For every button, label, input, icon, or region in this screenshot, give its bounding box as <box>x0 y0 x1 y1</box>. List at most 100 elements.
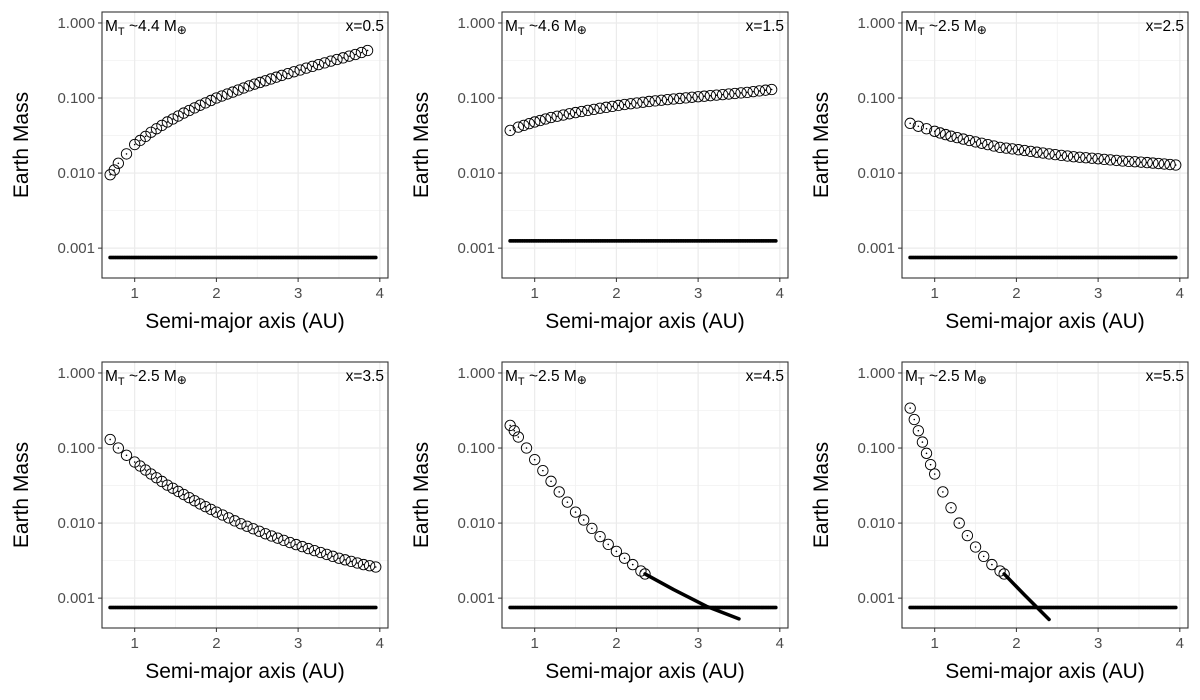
earth-symbol: ⊕ <box>177 23 187 37</box>
embryo-point <box>1006 143 1018 155</box>
embryo-point <box>969 136 982 148</box>
embryo-point-center <box>921 441 924 443</box>
embryo-point-center <box>727 93 730 95</box>
embryo-point <box>1043 148 1055 160</box>
embryo-point-center <box>580 110 583 113</box>
embryo-point-center <box>913 418 916 421</box>
embryo-point <box>551 110 563 122</box>
embryo-point <box>325 55 337 67</box>
embryo-point <box>586 522 598 535</box>
embryo-point <box>216 90 228 102</box>
embryo-point-center <box>513 429 516 432</box>
embryo-point <box>1025 145 1037 157</box>
embryo-point <box>655 94 667 106</box>
mass-symbol: M <box>505 368 518 385</box>
embryo-point-center <box>338 557 340 560</box>
x-tick-label: 4 <box>776 635 784 652</box>
embryo-point <box>254 76 266 89</box>
embryo-point-center <box>917 125 920 128</box>
embryo-point-center <box>1134 160 1136 163</box>
embryo-point <box>265 73 277 85</box>
embryo-point-center <box>1121 160 1124 162</box>
embryo-point <box>243 80 255 92</box>
embryo-point <box>156 475 168 488</box>
embryo-point-center <box>144 469 147 471</box>
embryo-point <box>331 53 343 66</box>
embryo-point-center <box>313 549 316 552</box>
embryo-point <box>237 82 250 94</box>
embryo-point <box>216 509 229 521</box>
y-tick-label: 0.100 <box>457 90 495 107</box>
earth-symbol: ⊕ <box>977 373 987 387</box>
embryo-point-center <box>1085 156 1087 159</box>
embryo-point <box>112 157 124 169</box>
embryo-point <box>904 117 916 129</box>
embryo-point <box>1080 152 1092 164</box>
embryo-point <box>145 126 157 138</box>
embryo-point-center <box>574 511 577 513</box>
embryo-point-center <box>319 551 322 554</box>
embryo-point-center <box>117 447 120 449</box>
x-tick-label: 4 <box>776 285 784 302</box>
embryo-point <box>994 565 1006 577</box>
embryo-point <box>235 518 247 530</box>
embryo-point-center <box>568 113 571 115</box>
embryo-point <box>716 88 729 101</box>
embryo-point-center <box>133 143 136 146</box>
embryo-point <box>284 536 296 549</box>
panel-border <box>101 361 389 629</box>
embryo-point <box>361 44 374 57</box>
x-tick-label: 4 <box>1176 285 1184 302</box>
embryo-point-center <box>962 138 965 140</box>
embryo-point-center <box>685 97 687 99</box>
embryo-point <box>618 98 631 111</box>
panel-border <box>101 11 389 279</box>
embryo-point <box>539 113 552 125</box>
embryo-point-center <box>593 108 595 111</box>
embryo-point-center <box>703 95 706 98</box>
embryo-point <box>951 131 963 144</box>
embryo-point-center <box>1127 160 1130 163</box>
embryo-point <box>686 91 698 103</box>
embryo-point-center <box>117 162 120 165</box>
embryo-point <box>766 83 778 96</box>
mass-symbol: M <box>905 368 918 385</box>
embryo-point-center <box>925 127 928 130</box>
transition-line <box>643 572 741 621</box>
y-tick-label: 0.010 <box>57 165 95 182</box>
embryo-point-center <box>1060 154 1063 157</box>
embryo-point-center <box>354 53 357 56</box>
embryo-point <box>294 64 306 76</box>
embryo-point <box>308 544 321 557</box>
embryo-point-center <box>929 463 932 466</box>
embryo-point <box>1129 156 1141 168</box>
embryo-point-center <box>599 535 601 538</box>
embryo-point-center <box>1017 148 1020 151</box>
x-tick-label: 3 <box>694 635 702 652</box>
embryo-point <box>904 402 916 414</box>
embryo-point <box>227 86 239 98</box>
planetesimal-point <box>373 255 378 260</box>
embryo-point <box>553 486 565 498</box>
embryo-point-center <box>958 522 960 524</box>
plot-background <box>902 12 1188 278</box>
embryo-point <box>178 107 190 119</box>
embryo-point <box>563 108 576 120</box>
embryo-point-center <box>672 98 675 100</box>
embryo-point <box>529 116 541 128</box>
embryo-point <box>602 538 614 551</box>
embryo-point-center <box>1078 156 1081 159</box>
embryo-point <box>753 85 766 97</box>
y-tick-label: 0.100 <box>57 90 95 107</box>
embryo-point <box>1086 152 1098 164</box>
embryo-point-center <box>666 98 669 101</box>
panel-border <box>901 11 1189 279</box>
y-tick-label: 0.001 <box>457 590 495 607</box>
embryo-point <box>534 114 546 127</box>
embryo-point <box>588 103 600 116</box>
embryo-point <box>982 138 994 151</box>
mass-subscript: T <box>118 376 125 388</box>
embryo-point <box>912 425 924 437</box>
embryo-point <box>929 468 941 480</box>
embryo-point <box>600 101 612 113</box>
